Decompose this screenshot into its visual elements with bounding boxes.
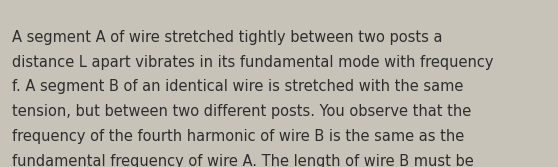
Text: distance L apart vibrates in its fundamental mode with frequency: distance L apart vibrates in its fundame… [12, 55, 494, 70]
Text: A segment A of wire stretched tightly between two posts a: A segment A of wire stretched tightly be… [12, 30, 443, 45]
Text: frequency of the fourth harmonic of wire B is the same as the: frequency of the fourth harmonic of wire… [12, 129, 464, 144]
Text: tension, but between two different posts. You observe that the: tension, but between two different posts… [12, 104, 472, 119]
Text: fundamental frequency of wire A. The length of wire B must be: fundamental frequency of wire A. The len… [12, 154, 474, 167]
Text: f. A segment B of an identical wire is stretched with the same: f. A segment B of an identical wire is s… [12, 79, 464, 95]
